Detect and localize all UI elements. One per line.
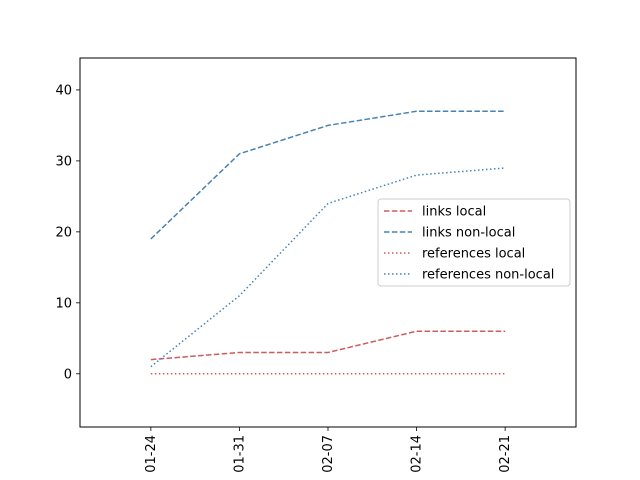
x-tick-label: 01-24 [144,435,159,473]
y-tick-label: 30 [55,154,72,169]
x-tick-label: 02-07 [321,435,336,473]
x-axis: 01-24 01-31 02-07 02-14 02-21 [144,427,513,473]
series-layer [150,110,506,375]
legend-label-2: references local [422,247,525,262]
y-tick-label: 20 [55,225,72,240]
x-tick-label: 01-31 [232,435,247,473]
legend-label-3: references non-local [422,268,554,283]
y-axis: 0 10 20 30 40 [55,83,80,382]
series-line-1 [150,110,506,240]
y-tick-label: 0 [64,367,72,382]
legend: links local links non-local references loc… [377,198,571,287]
series-line-0 [150,330,506,361]
y-tick-label: 10 [55,296,72,311]
legend-box [377,198,571,287]
series-line-3 [150,167,506,368]
x-tick-label: 02-21 [498,435,513,473]
y-tick-label: 40 [55,83,72,98]
legend-label-1: links non-local [422,226,515,241]
legend-label-0: links local [422,205,486,220]
x-tick-label: 02-14 [410,435,425,473]
